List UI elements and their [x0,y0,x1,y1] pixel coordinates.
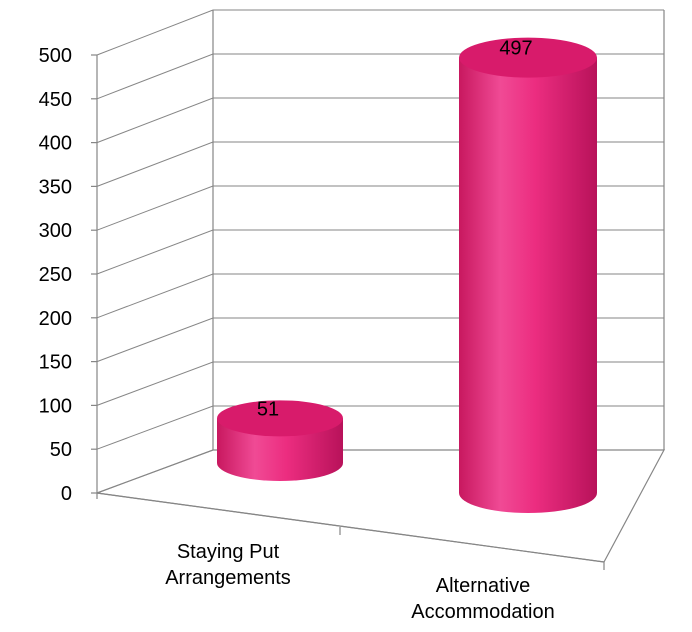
y-tick-label: 100 [39,395,72,417]
y-tick-label: 400 [39,133,72,155]
data-labels: 51 497 [257,38,533,421]
x-category-label-1: Alternative Accommodation [411,575,554,623]
bar-1 [459,37,597,514]
data-label-1: 497 [499,38,532,60]
y-tick-label: 500 [39,45,72,67]
x-category-label-0: Staying Put Arrangements [165,541,291,589]
data-label-0: 51 [257,398,279,420]
y-tick-label: 300 [39,220,72,242]
y-tick-label: 200 [39,308,72,330]
bar-top-0 [217,400,343,437]
y-tick-label: 350 [39,176,72,198]
y-tick-label: 150 [39,352,72,374]
y-tick-label: 450 [39,89,72,111]
x-axis-line [96,492,605,563]
y-tick-label: 0 [61,483,72,505]
y-tick-label: 50 [50,439,72,461]
bar-body-1 [459,57,597,514]
axes [96,10,666,570]
bar-body-0 [217,418,343,481]
y-axis-ticks: 0 50 100 150 200 250 300 350 400 450 500 [39,45,97,505]
x-axis-categories: Staying Put Arrangements Alternative Accomm… [165,541,555,623]
bars [217,37,597,514]
bar-top-1 [459,37,597,78]
y-tick-label: 250 [39,264,72,286]
bar-0 [217,400,343,481]
